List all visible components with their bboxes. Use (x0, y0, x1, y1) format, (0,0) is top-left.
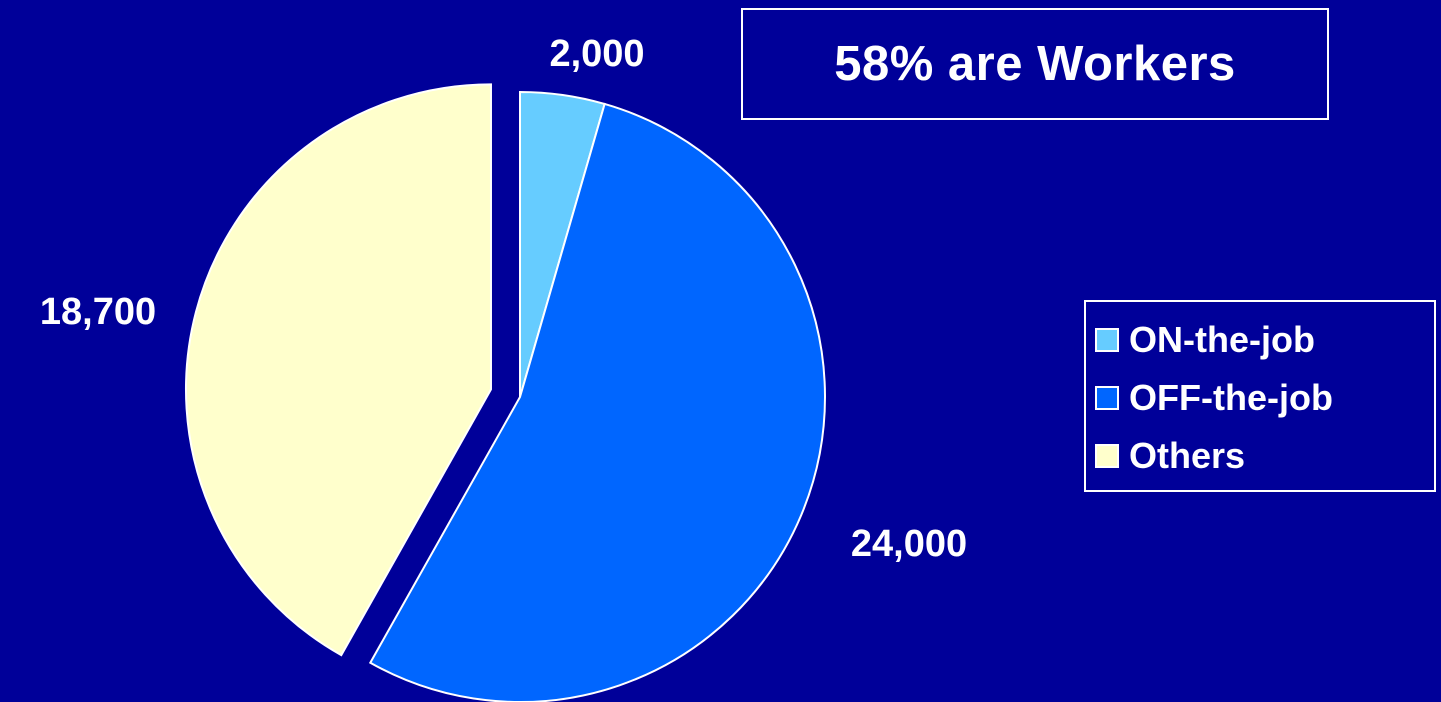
data-label-others: 18,700 (40, 291, 156, 333)
pie-slice-others (185, 83, 492, 657)
legend-label-others: Others (1129, 435, 1246, 476)
pie-slices (185, 83, 826, 702)
chart-title: 58% are Workers (834, 37, 1236, 91)
data-label-on-the-job: 2,000 (549, 33, 644, 75)
legend-swatch-others (1095, 444, 1119, 468)
legend-label-off-the-job: OFF-the-job (1129, 377, 1333, 418)
legend-label-on-the-job: ON-the-job (1129, 319, 1315, 360)
legend-item-on-the-job: ON-the-job (1095, 311, 1434, 369)
chart-legend: ON-the-job OFF-the-job Others (1084, 300, 1436, 492)
legend-swatch-on-the-job (1095, 328, 1119, 352)
data-label-off-the-job: 24,000 (851, 523, 967, 565)
chart-title-box: 58% are Workers (741, 8, 1329, 120)
legend-swatch-off-the-job (1095, 386, 1119, 410)
legend-item-others: Others (1095, 427, 1434, 485)
legend-item-off-the-job: OFF-the-job (1095, 369, 1434, 427)
pie-data-labels: 2,000 24,000 18,700 (40, 33, 967, 565)
